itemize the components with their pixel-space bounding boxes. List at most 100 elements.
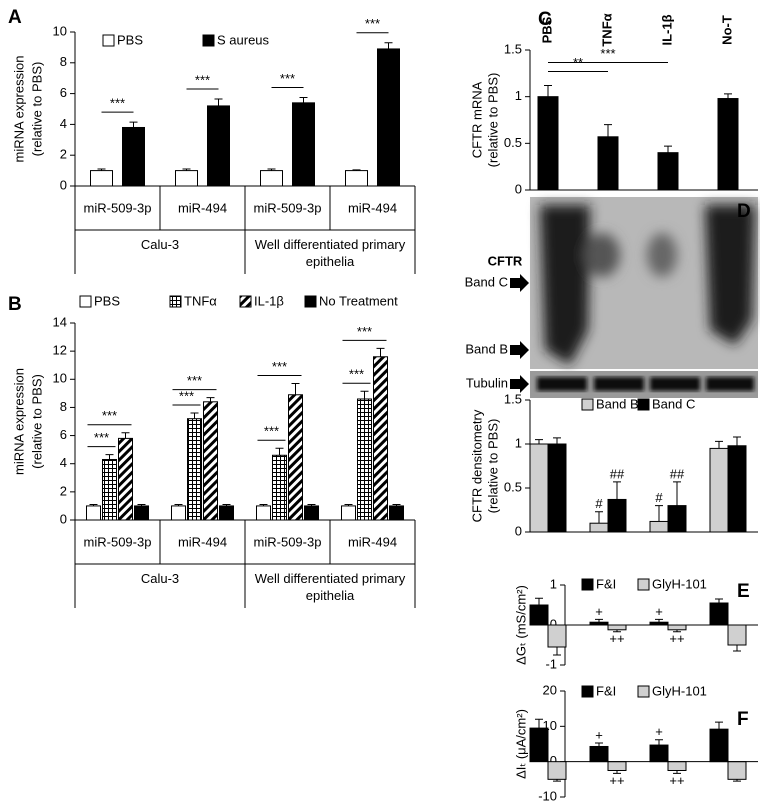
y-axis-label: CFTR densitometry [469, 409, 484, 522]
panel-letter: B [8, 294, 22, 315]
error-bar [344, 504, 353, 506]
legend-label: No Treatment [319, 293, 398, 308]
x-tick-label: miR-509-3p [254, 534, 322, 549]
bar [717, 98, 739, 191]
bar [341, 505, 356, 521]
legend-label: PBS [94, 293, 120, 308]
error-bar [733, 779, 741, 782]
y-tick-label: 1.5 [504, 41, 522, 56]
y-tick-label: 0 [550, 616, 557, 631]
error-bar [553, 437, 561, 444]
legend-label: IL-1β [254, 293, 284, 308]
bar [709, 602, 729, 626]
blot-protein: CFTR [488, 253, 523, 268]
annotation: *** [365, 16, 380, 31]
error-bar [553, 647, 561, 656]
panel-letter: F [737, 709, 749, 730]
error-bar [553, 779, 561, 782]
error-bar [535, 439, 543, 444]
annotation: *** [264, 424, 279, 439]
bar [589, 522, 609, 533]
y-axis-label: miRNA expression [11, 56, 26, 163]
x-tick-label: TNFα [599, 13, 614, 46]
annotation: *** [94, 430, 109, 445]
error-bar [206, 397, 215, 402]
error-bar [307, 504, 316, 506]
error-bar [535, 597, 543, 605]
y-tick-label: 2 [60, 483, 67, 498]
group-label-box: Well differentiated primary epithelia [255, 571, 406, 603]
annotation: ++ [609, 631, 624, 646]
error-bar [673, 629, 681, 633]
y-tick-label: 4 [60, 455, 67, 470]
bar [709, 447, 729, 533]
annotation: # [595, 496, 603, 511]
bar [288, 394, 303, 521]
legend-swatch [637, 398, 650, 411]
error-bar [613, 481, 621, 500]
annotation: ++ [669, 631, 684, 646]
arrow [510, 375, 529, 393]
bar [529, 443, 549, 533]
error-bar [352, 169, 361, 171]
y-axis-label: ΔIₜ (μA/cm²) [513, 709, 528, 779]
bar [529, 604, 549, 626]
bar [597, 136, 619, 191]
y-tick-label: 0 [60, 177, 67, 192]
group-label-box: Calu-3 [140, 237, 180, 252]
error-bar [259, 504, 268, 506]
bar [649, 520, 669, 533]
error-bar [613, 629, 621, 633]
x-tick-label: miR-494 [178, 534, 227, 549]
loading-label: Tubulin [466, 375, 508, 390]
bar [547, 443, 567, 533]
bar [547, 624, 567, 648]
annotation: *** [357, 324, 372, 339]
x-tick-label: miR-509-3p [254, 200, 322, 215]
error-bar [182, 168, 191, 171]
error-bar [392, 504, 401, 506]
y-tick-label: 1 [550, 576, 557, 591]
legend-swatch [102, 34, 115, 47]
y-tick-label: 0.5 [504, 479, 522, 494]
panel-letter: C [538, 9, 552, 30]
bar [529, 727, 549, 763]
error-bar [733, 436, 741, 446]
annotation: *** [179, 388, 194, 403]
y-tick-label: -1 [545, 656, 557, 671]
bar [727, 624, 747, 646]
y-tick-label: 0.5 [504, 135, 522, 150]
legend-swatch [637, 578, 650, 591]
band-label: Band B [465, 341, 508, 356]
error-bar [222, 504, 231, 506]
y-tick-label: 4 [60, 116, 67, 131]
bar [219, 505, 234, 521]
legend-swatch [581, 578, 594, 591]
error-bar [190, 412, 199, 419]
annotation: + [595, 604, 603, 619]
bar [207, 105, 230, 187]
legend-swatch [169, 295, 182, 308]
bar [260, 170, 283, 187]
bar [649, 744, 669, 763]
error-bar [655, 505, 663, 522]
group-label: Calu-3 [140, 237, 180, 252]
x-tick-label: miR-494 [348, 534, 397, 549]
legend-label: PBS [117, 32, 143, 47]
bar [118, 437, 133, 521]
y-tick-label: -10 [538, 788, 557, 803]
bar [607, 624, 627, 631]
annotation: + [655, 724, 663, 739]
error-bar [664, 145, 672, 153]
y-axis-label: (relative to PBS) [29, 62, 44, 157]
legend-label: Band B [596, 396, 639, 411]
bar [357, 398, 372, 521]
error-bar [384, 42, 393, 49]
error-bar [299, 96, 308, 103]
annotation: # [655, 490, 663, 505]
error-bar [595, 742, 603, 747]
legend-swatch [202, 34, 215, 47]
y-axis-label: ΔGₜ (mS/cm²) [513, 585, 528, 665]
y-axis-label: (relative to PBS) [29, 374, 44, 469]
